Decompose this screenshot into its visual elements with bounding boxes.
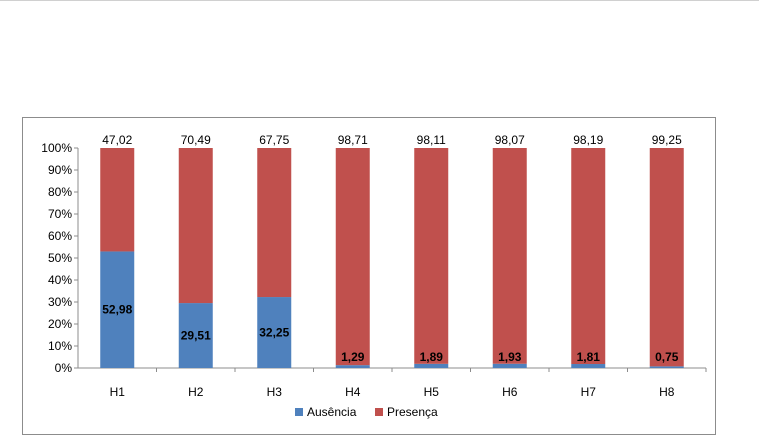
stacked-bar-chart: 0% 10% 20% 30% 40% 50% 60% 70% 80% 90% 100% H1 47,02…	[41, 133, 707, 419]
data-label-ausencia: 0,75	[655, 350, 679, 364]
x-tick-label: H2	[188, 385, 204, 399]
data-label-presenca: 98,71	[338, 133, 368, 147]
bar-ausencia	[257, 297, 292, 368]
data-label-presenca: 70,49	[181, 133, 211, 147]
x-tick-label: H6	[502, 385, 518, 399]
bar-presenca	[414, 148, 449, 364]
data-label-presenca: 67,75	[259, 133, 289, 147]
legend-swatch-ausencia	[295, 408, 303, 416]
y-tick-label: 60%	[48, 229, 72, 243]
legend-label-presenca: Presença	[387, 405, 438, 419]
legend-swatch-presenca	[375, 408, 383, 416]
bar-presenca	[571, 148, 606, 365]
y-tick-label: 100%	[41, 141, 72, 155]
data-label-ausencia: 29,51	[181, 329, 211, 343]
data-label-ausencia: 1,89	[420, 350, 444, 364]
data-label-presenca: 99,25	[652, 133, 682, 147]
data-label-presenca: 47,02	[102, 133, 132, 147]
x-tick-label: H4	[345, 385, 361, 399]
bar-presenca	[257, 148, 292, 298]
data-label-ausencia: 32,25	[259, 326, 289, 340]
data-label-ausencia: 1,81	[577, 350, 601, 364]
bar-presenca	[178, 148, 213, 304]
data-label-ausencia: 1,29	[341, 350, 365, 364]
bar-presenca	[335, 148, 370, 366]
top-divider	[0, 0, 759, 1]
chart-frame: 0% 10% 20% 30% 40% 50% 60% 70% 80% 90% 100% H1 47,02…	[22, 117, 716, 435]
legend-label-ausencia: Ausência	[307, 405, 357, 419]
data-label-ausencia: 1,93	[498, 350, 522, 364]
x-tick-label: H5	[424, 385, 440, 399]
bar-ausencia	[178, 303, 213, 368]
bar-ausencia	[335, 365, 370, 368]
x-tick-label: H1	[110, 385, 126, 399]
bar-presenca	[492, 148, 527, 364]
bar-ausencia	[571, 364, 606, 368]
x-tick-label: H3	[267, 385, 283, 399]
y-tick-label: 0%	[55, 361, 73, 375]
y-tick-label: 20%	[48, 317, 72, 331]
x-tick-label: H7	[581, 385, 597, 399]
bar-presenca	[100, 148, 135, 252]
x-tick-label: H8	[659, 385, 675, 399]
data-label-presenca: 98,07	[495, 133, 525, 147]
bar-ausencia	[100, 251, 135, 368]
bar-ausencia	[649, 366, 684, 368]
data-label-presenca: 98,11	[417, 133, 446, 147]
y-tick-label: 50%	[48, 251, 72, 265]
bar-ausencia	[414, 363, 449, 368]
y-tick-label: 80%	[48, 185, 72, 199]
bar-presenca	[649, 148, 684, 367]
bar-ausencia	[492, 363, 527, 368]
data-label-ausencia: 52,98	[102, 303, 132, 317]
y-tick-label: 10%	[48, 339, 72, 353]
y-tick-label: 90%	[48, 163, 72, 177]
data-label-presenca: 98,19	[573, 133, 603, 147]
y-tick-label: 30%	[48, 295, 72, 309]
y-tick-label: 40%	[48, 273, 72, 287]
y-tick-label: 70%	[48, 207, 72, 221]
